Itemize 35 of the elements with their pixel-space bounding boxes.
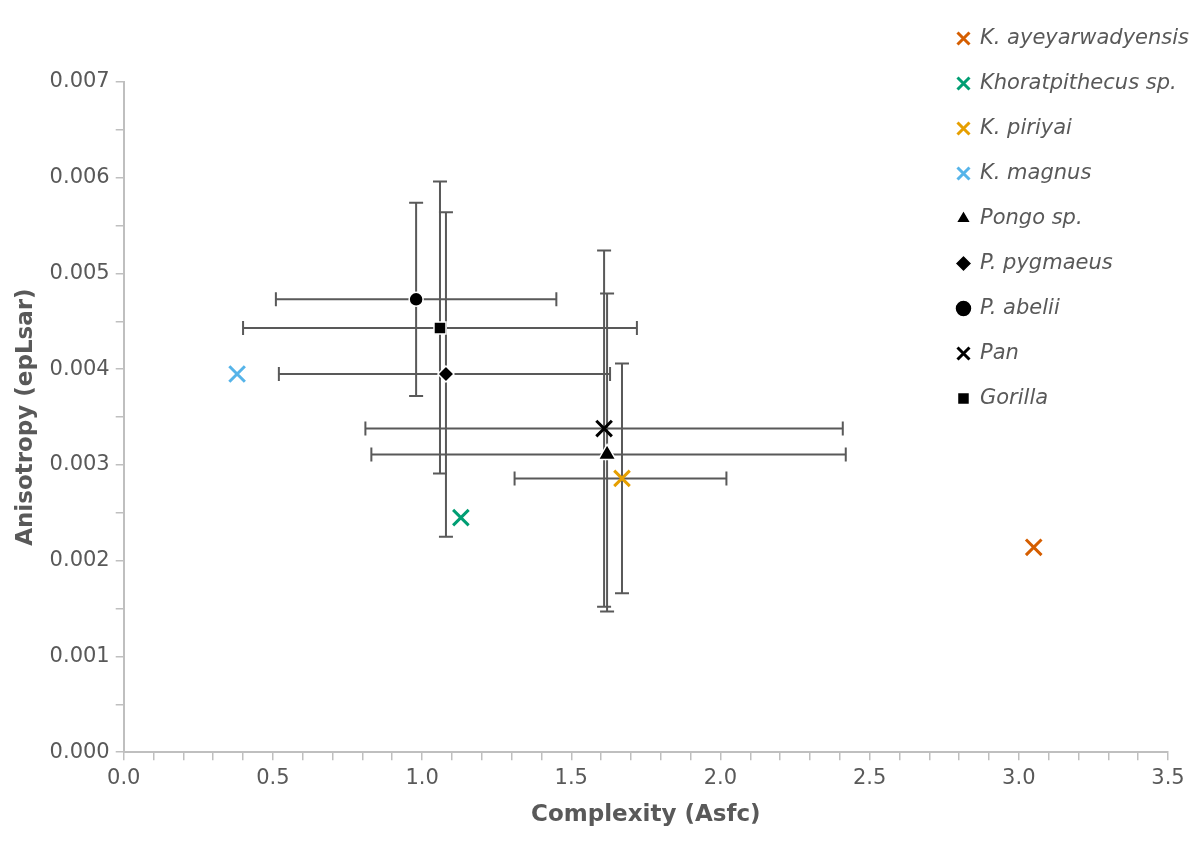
x-tick-label: 3.0 [1002,765,1036,790]
point [437,365,455,383]
y-tick-label: 0.005 [49,259,110,284]
legend-label: P. abelii [979,294,1060,319]
y-tick-label: 0.004 [49,355,110,380]
y-tick-label: 0.003 [49,451,110,476]
x-axis-title: Complexity (Asfc) [531,800,761,827]
x-tick-label: 3.5 [1151,765,1185,790]
legend-label: K. piriyai [979,114,1073,139]
y-tick-label: 0.006 [49,164,110,189]
y-axis-title: Anisotropy (epLsar) [10,288,37,546]
y-tick-label: 0.007 [49,68,110,93]
point [227,364,247,384]
x-tick-label: 2.5 [852,765,887,790]
x-tick-label: 0.5 [256,765,290,790]
legend-label: P. pygmaeus [979,249,1113,274]
x-tick-label: 1.0 [405,765,439,790]
x-tick-label: 2.0 [703,765,738,790]
point [408,291,424,308]
legend-label: K. ayeyarwadyensis [979,24,1190,49]
x-tick-label: 1.5 [554,765,588,790]
legend-label: Pan [979,339,1019,364]
point [612,469,632,488]
legend-label: Pongo sp. [979,204,1083,229]
point [594,419,614,438]
y-tick-label: 0.001 [49,642,110,667]
point [433,321,447,335]
x-tick-label: 0.0 [107,765,141,790]
point [451,508,471,527]
legend-label: Khoratpithecus sp. [979,69,1177,94]
point [1024,538,1044,557]
legend-label: Gorilla [979,384,1049,409]
y-tick-label: 0.000 [49,738,110,763]
legend-label: K. magnus [979,159,1092,184]
y-tick-label: 0.002 [49,547,110,572]
